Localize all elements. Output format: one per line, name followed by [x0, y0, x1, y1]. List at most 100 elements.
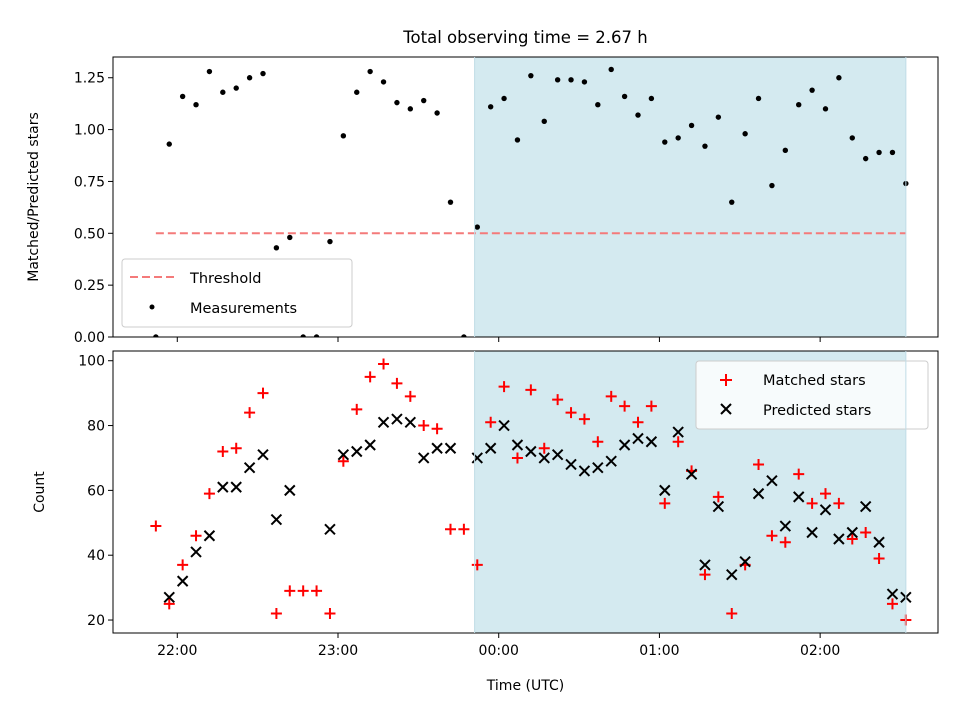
predicted-stars-point: [592, 461, 604, 474]
predicted-stars-point: [578, 465, 591, 477]
matched-stars-point: [525, 384, 537, 396]
matched-stars-point: [217, 445, 229, 457]
matched-stars-point: [337, 455, 349, 467]
measurements-point: [421, 97, 427, 104]
measurements-point: [447, 199, 454, 205]
measurements-point: [822, 106, 829, 112]
predicted-stars-point: [176, 575, 189, 587]
measurements-point: [621, 93, 628, 100]
measurements-point: [461, 334, 467, 337]
measurements-point: [246, 75, 253, 81]
matched-stars-point: [364, 371, 376, 383]
predicted-stars-point: [538, 452, 550, 464]
measurements-legend-label: Measurements: [190, 301, 297, 317]
matched-stars-point: [552, 394, 564, 406]
predicted-stars-point: [404, 416, 417, 429]
x-tick-label: 00:00: [479, 643, 519, 659]
predicted-stars-point: [230, 481, 242, 493]
bottom-legend-box: [695, 360, 929, 430]
predicted-stars-point: [859, 500, 872, 513]
measurements-point: [809, 87, 815, 93]
predicted-stars-point: [699, 559, 711, 571]
top-y-tick-label: 1.00: [74, 123, 105, 139]
matched-stars-point: [190, 530, 202, 542]
predicted-stars-point: [431, 442, 443, 454]
x-tick-label: 01:00: [639, 643, 679, 659]
predicted-stars-point: [203, 530, 216, 542]
measurements-point: [166, 141, 172, 147]
x-tick-label: 23:00: [318, 643, 358, 659]
predicted-stars-point: [337, 449, 350, 461]
matched-stars-point: [150, 520, 162, 532]
matched-stars-point: [257, 387, 269, 399]
matched-stars-point: [779, 536, 791, 548]
predicted-stars-point: [511, 439, 524, 451]
matched-stars-point: [311, 585, 323, 597]
predicted-stars-point: [418, 452, 430, 464]
predicted-stars-point: [779, 520, 792, 532]
measurements-point: [836, 75, 842, 81]
predicted-stars-legend-swatch: [720, 403, 732, 415]
matched-stars-point: [712, 491, 724, 503]
matched-stars-point: [860, 527, 872, 539]
predicted-stars-point: [471, 452, 483, 464]
bottom-panel: 20 40 60 80 100 22:00 23:00 00:00 01:00 02:00 Co…: [32, 350, 939, 694]
measurements-point: [755, 95, 762, 102]
predicted-stars-point: [444, 442, 457, 454]
matched-stars-point: [873, 552, 885, 564]
top-legend-box: [121, 258, 353, 328]
measurements-point: [273, 245, 280, 251]
measurements-point: [367, 68, 373, 75]
bottom-y-tick-label: 20: [87, 613, 105, 629]
predicted-stars-point: [551, 449, 564, 461]
matched-stars-point: [632, 416, 644, 428]
predicted-stars-point: [217, 481, 229, 493]
matched-stars-point: [391, 377, 403, 389]
chart-title: Total observing time = 2.67 h: [402, 28, 647, 47]
measurements-point: [354, 89, 360, 95]
measurements-point: [675, 135, 681, 141]
matched-stars-point: [445, 523, 456, 535]
measurements-point: [702, 143, 708, 149]
measurements-point: [514, 137, 521, 143]
measurements-point: [287, 234, 293, 241]
measurements-point: [648, 95, 655, 102]
top-x-ticks: [176, 337, 821, 342]
predicted-stars-point: [672, 426, 684, 438]
matched-stars-point: [230, 442, 242, 454]
measurements-point: [434, 110, 440, 116]
predicted-stars-point: [632, 432, 644, 445]
matched-stars-point: [485, 416, 497, 428]
measurements-point: [662, 139, 668, 145]
matched-stars-point: [592, 436, 604, 448]
measurements-point: [220, 89, 226, 95]
bottom-y-tick-label: 80: [87, 419, 105, 435]
matched-stars-point: [659, 497, 671, 509]
predicted-stars-point: [498, 419, 510, 432]
matched-stars-point: [886, 598, 898, 610]
bottom-x-ticks: 22:00 23:00 00:00 01:00 02:00: [157, 633, 840, 659]
predicted-stars-point: [886, 588, 899, 600]
threshold-legend-label: Threshold: [189, 271, 261, 287]
matched-stars-point: [766, 530, 778, 542]
bottom-axes-frame: [112, 350, 939, 634]
measurements-point: [782, 147, 789, 154]
measurements-point: [487, 104, 494, 110]
predicted-stars-legend-label: Predicted stars: [763, 403, 871, 419]
measurements-point: [407, 106, 414, 112]
measurements-point: [340, 133, 347, 139]
bottom-legend: Matched stars Predicted stars: [695, 360, 929, 430]
matched-stars-point: [471, 559, 483, 571]
x-axis-label: Time (UTC): [486, 678, 564, 694]
predicted-stars-point: [752, 487, 765, 500]
predicted-stars-point: [833, 533, 845, 545]
predicted-stars-point: [618, 439, 631, 451]
top-marks-layer: [153, 66, 909, 337]
measurements-point: [394, 99, 400, 106]
predicted-stars-point: [685, 468, 698, 480]
measurements-point: [327, 238, 333, 245]
predicted-stars-point: [645, 436, 658, 448]
predicted-stars-point: [819, 504, 832, 516]
matched-stars-point: [645, 400, 657, 412]
